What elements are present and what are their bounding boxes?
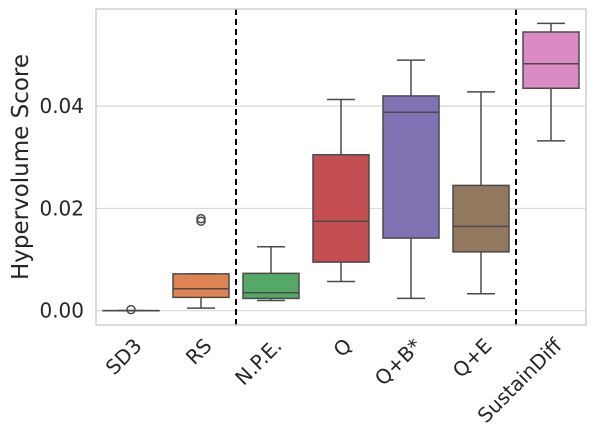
box-q: [312, 98, 370, 283]
box-body: [452, 184, 510, 253]
plot-frame: [95, 8, 587, 326]
box-sustaindiff: [522, 22, 580, 142]
box-q-b-: [382, 59, 440, 300]
y-tick-label: 0.04: [39, 94, 84, 118]
box-sd3: [102, 304, 160, 315]
y-axis-label: Hypervolume Score: [8, 54, 34, 280]
outlier-point: [126, 304, 136, 315]
box-body: [172, 273, 230, 299]
box-body: [522, 31, 580, 90]
x-tick-label: Q+B*: [370, 334, 427, 391]
box-q-e: [452, 91, 510, 295]
y-tick-label: 0.00: [39, 299, 84, 323]
x-tick-label: Q: [328, 334, 356, 362]
x-tick-label: RS: [181, 334, 217, 370]
box-body: [382, 95, 440, 239]
y-tick-labels: 0.00 0.02 0.04: [39, 94, 84, 323]
x-tick-label: Q+E: [448, 334, 497, 383]
outlier-point: [196, 213, 206, 224]
box-rs: [172, 213, 230, 309]
group-dividers: [235, 9, 517, 325]
x-tick-label: N.P.E.: [230, 334, 286, 390]
y-tick-label: 0.02: [39, 196, 84, 220]
box-body: [312, 153, 370, 263]
box-series: [102, 22, 580, 315]
box-body: [242, 272, 300, 300]
box-n-p-e-: [242, 246, 300, 302]
x-tick-label: SD3: [101, 334, 147, 380]
